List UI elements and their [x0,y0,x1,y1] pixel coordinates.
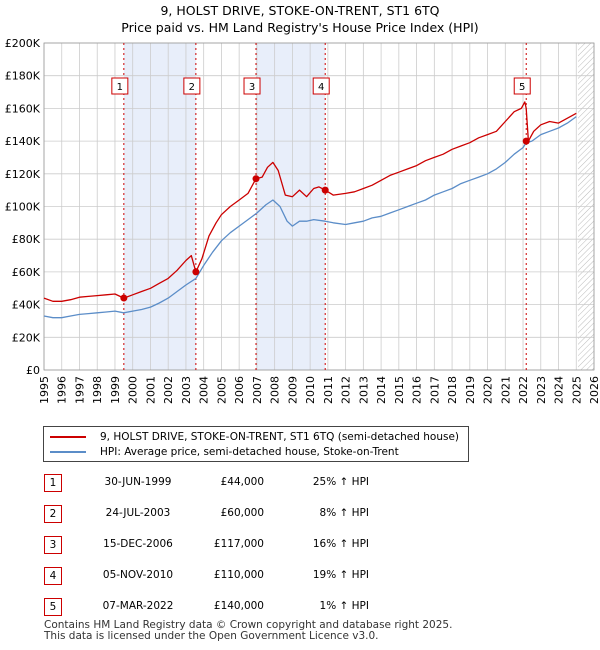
sale-label-box [183,77,201,95]
footer: Contains HM Land Registry data © Crown c… [44,620,452,642]
y-tick-label: £80K [12,233,41,246]
y-tick-label: £20K [12,331,41,344]
x-tick-label: 2008 [269,376,282,404]
x-tick-label: 2022 [517,376,530,404]
x-tick-label: 2019 [464,376,477,404]
sale-date: 07-MAR-2022 [102,600,174,612]
x-tick-label: 2012 [340,376,353,404]
legend-swatch-hpi [50,451,86,453]
sale-point [120,294,128,302]
sale-label-box [513,77,531,95]
sale-row: 3 15-DEC-2006 £117,000 16% ↑ HPI [44,536,564,554]
sale-date: 30-JUN-1999 [104,476,172,488]
x-tick-label: 1999 [109,376,122,404]
chart-subtitle: Price paid vs. HM Land Registry's House … [121,20,479,35]
x-tick-label: 1998 [91,376,104,404]
sale-number: 5 [44,598,62,616]
sale-row: 2 24-JUL-2003 £60,000 8% ↑ HPI [44,505,564,523]
footer-copyright: Contains HM Land Registry data © Crown c… [44,619,453,631]
sale-label-box [312,77,330,95]
legend-item-property: 9, HOLST DRIVE, STOKE-ON-TRENT, ST1 6TQ … [50,429,459,445]
sale-number: 2 [44,505,62,523]
sale-hpi-change: 16% ↑ HPI [312,538,369,550]
sale-label-box [111,77,129,95]
y-tick-label: £40K [12,299,41,312]
x-tick-label: 2016 [411,376,424,404]
y-tick-label: £120K [5,168,41,181]
sale-point [192,268,200,276]
price-chart: £0 £20K £40K £60K £80K £100K £120K £140K £160K £1… [5,37,600,404]
plot-frame [43,42,595,371]
x-tick-label: 2007 [251,376,264,404]
sale-number: 1 [44,474,62,492]
sale-hpi-change: 19% ↑ HPI [312,569,369,581]
sale-price: £117,000 [213,538,264,550]
x-tick-label: 2025 [570,376,583,404]
sale-price: £44,000 [220,476,264,488]
x-tick-label: 2017 [428,376,441,404]
x-tick-label: 2021 [499,376,512,404]
y-tick-label: £140K [5,135,41,148]
sale-number: 3 [44,536,62,554]
sale-hpi-change: 25% ↑ HPI [312,476,369,488]
x-tick-label: 2003 [180,376,193,404]
y-tick-label: £100K [5,201,41,214]
sale-date: 15-DEC-2006 [103,538,173,550]
x-tick-label: 2023 [535,376,548,404]
x-tick-label: 2013 [357,376,370,404]
sale-row: 1 30-JUN-1999 £44,000 25% ↑ HPI [44,474,564,492]
x-tick-label: 1995 [38,376,51,404]
sale-label-number: 1 [117,82,123,93]
property-price-line [43,101,577,302]
sale-date: 24-JUL-2003 [105,507,171,519]
x-tick-label: 2024 [553,376,566,404]
x-tick-label: 2006 [233,376,246,404]
sale-row: 5 07-MAR-2022 £140,000 1% ↑ HPI [44,598,564,616]
x-tick-label: 2000 [127,376,140,404]
sale-label-number: 4 [318,82,324,93]
sale-point [321,186,329,194]
sale-hpi-change: 1% ↑ HPI [319,600,369,612]
y-tick-label: £0 [26,364,40,377]
sale-date: 05-NOV-2010 [102,569,174,581]
y-tick-label: £160K [5,102,41,115]
chart-title: 9, HOLST DRIVE, STOKE-ON-TRENT, ST1 6TQ [160,3,440,18]
footer-licence: This data is licensed under the Open Gov… [44,630,379,642]
hpi-line [43,116,577,319]
sale-row: 4 05-NOV-2010 £110,000 19% ↑ HPI [44,567,564,585]
sale-price: £110,000 [213,569,264,581]
x-tick-label: 2011 [322,376,335,404]
sale-price: £140,000 [213,600,264,612]
x-tick-label: 2004 [198,376,211,404]
x-tick-label: 2020 [482,376,495,404]
sale-number: 4 [44,567,62,585]
x-tick-label: 2018 [446,376,459,404]
sale-label-number: 5 [519,82,525,93]
sale-price: £60,000 [220,507,264,519]
x-tick-label: 2005 [215,376,228,404]
x-tick-label: 2026 [588,376,600,404]
legend-item-hpi: HPI: Average price, semi-detached house,… [50,444,399,460]
legend-label-property: 9, HOLST DRIVE, STOKE-ON-TRENT, ST1 6TQ … [100,431,460,443]
sale-label-number: 2 [189,82,195,93]
x-tick-label: 2010 [304,376,317,404]
x-tick-label: 2009 [286,376,299,404]
sale-label-box [243,77,261,95]
sale-label-number: 3 [249,82,255,93]
sale-hpi-change: 8% ↑ HPI [319,507,369,519]
sale-point [522,137,530,145]
x-tick-label: 1996 [56,376,69,404]
y-tick-label: £180K [5,70,41,83]
x-tick-label: 2015 [393,376,406,404]
y-tick-label: £60K [12,266,41,279]
y-tick-label: £200K [5,37,41,50]
x-tick-label: 2001 [144,376,157,404]
legend-swatch-property [50,436,86,438]
x-tick-label: 2002 [162,376,175,404]
sale-point [252,175,260,183]
legend-label-hpi: HPI: Average price, semi-detached house,… [100,446,399,458]
legend: 9, HOLST DRIVE, STOKE-ON-TRENT, ST1 6TQ … [43,426,469,462]
x-tick-label: 1997 [73,376,86,404]
x-tick-label: 2014 [375,376,388,404]
